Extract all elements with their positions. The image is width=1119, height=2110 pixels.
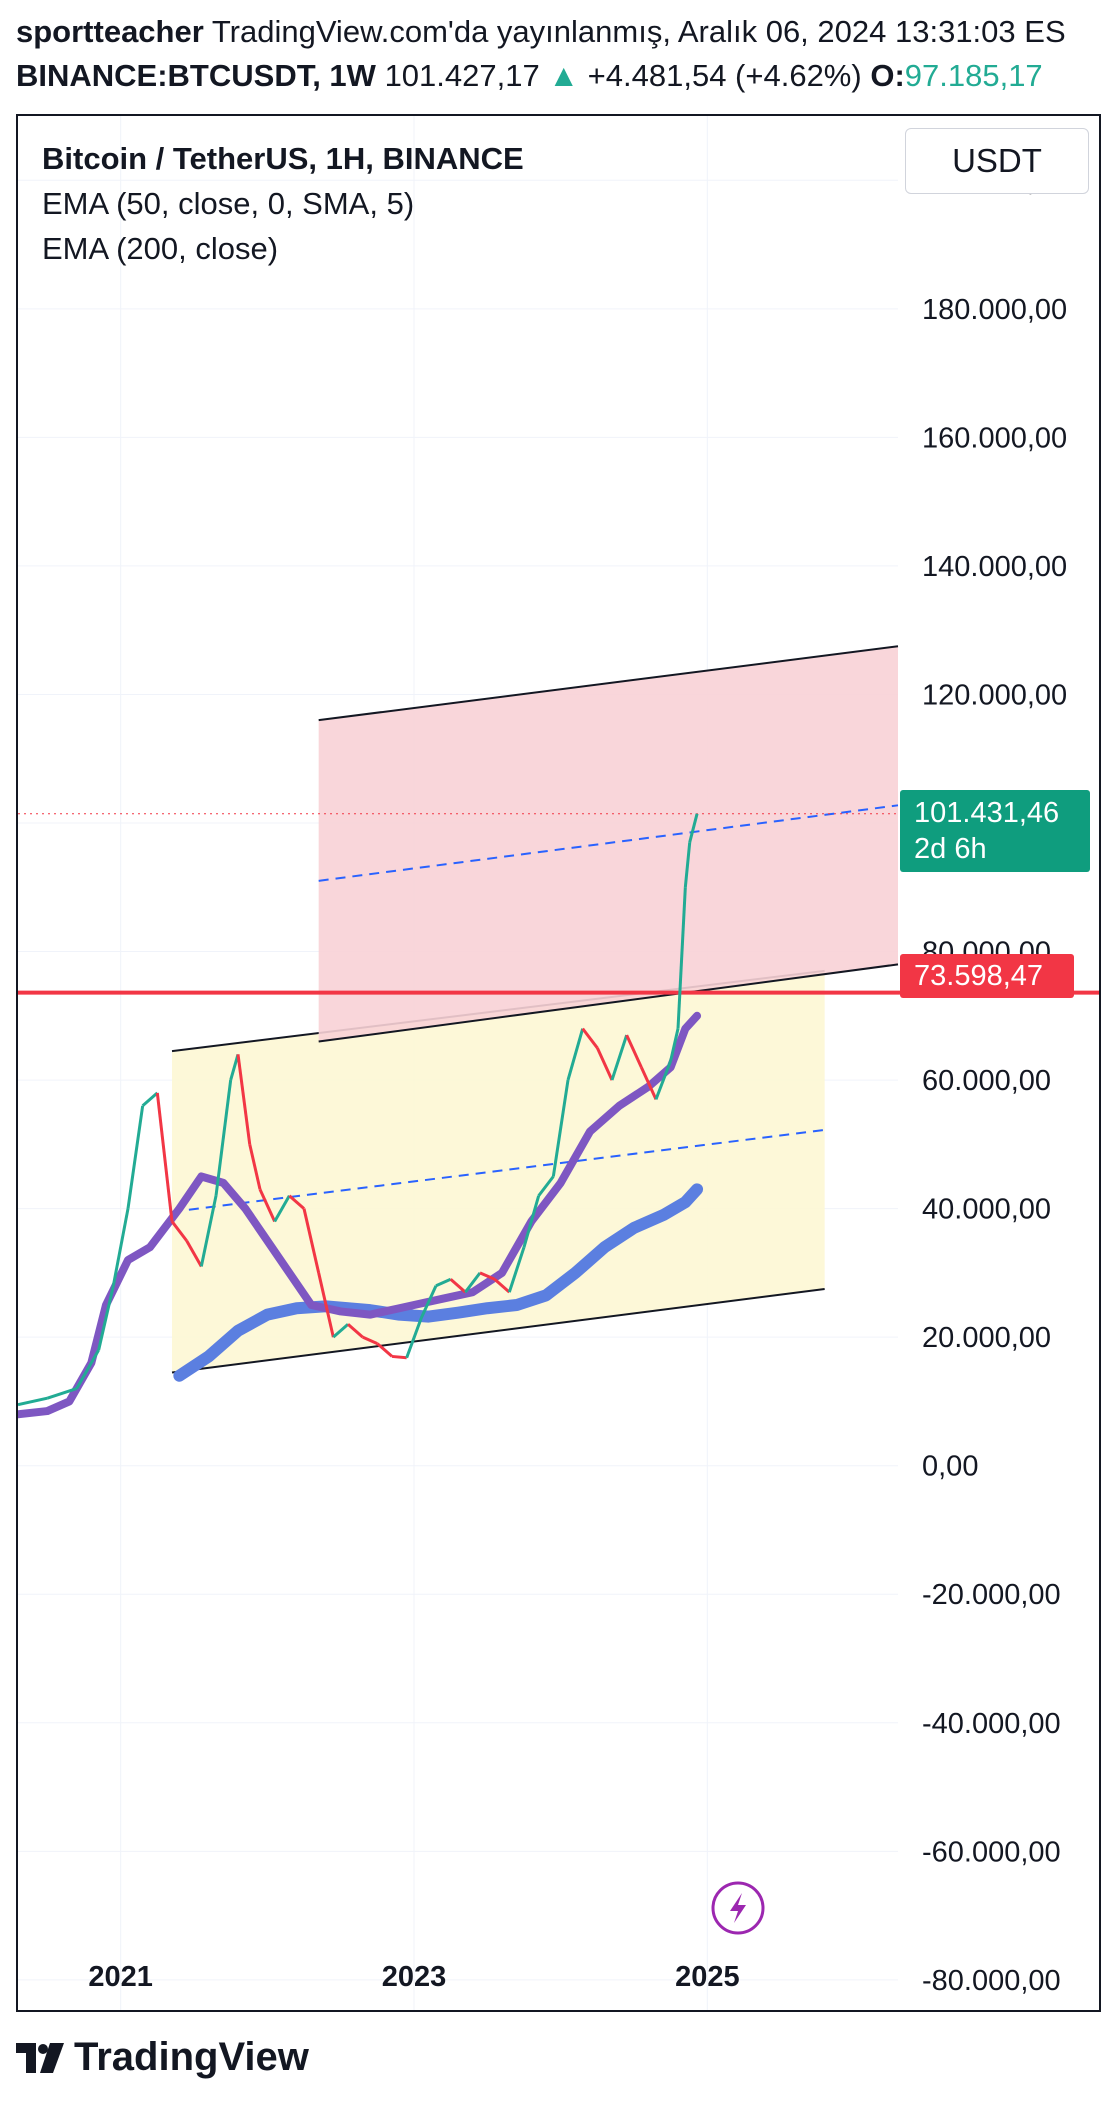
chart-panel[interactable]: 200.000,00180.000,00160.000,00140.000,00… <box>16 114 1101 2012</box>
price-segment <box>537 1175 555 1197</box>
price-segment <box>654 1060 673 1100</box>
price-segment <box>435 1277 452 1288</box>
legend-ema50[interactable]: EMA (50, close, 0, SMA, 5) <box>42 186 415 221</box>
last-price-tag-value: 101.431,46 <box>914 797 1060 829</box>
price-segment <box>376 1342 393 1358</box>
y-tick-label: -40.000,00 <box>922 1708 1061 1740</box>
legend-title[interactable]: Bitcoin / TetherUS, 1H, BINANCE <box>42 141 524 176</box>
y-tick-label: -60.000,00 <box>922 1836 1061 1868</box>
legend-ema200[interactable]: EMA (200, close) <box>42 231 279 266</box>
price-segment <box>214 1079 233 1196</box>
price-segment <box>126 1105 145 1209</box>
price-segment <box>464 1271 482 1294</box>
price-segment <box>581 1027 599 1049</box>
last-price-tag: 101.431,46 2d 6h <box>900 790 1090 872</box>
price-segment <box>46 1387 78 1400</box>
upper-channel-midline <box>318 804 899 882</box>
price-change: +4.481,54 (+4.62%) <box>587 58 862 93</box>
price-segment <box>362 1335 378 1345</box>
price-segment <box>155 1092 174 1222</box>
price-segment <box>97 1285 115 1351</box>
brand-name: TradingView <box>74 2035 309 2079</box>
price-segment <box>639 1066 658 1100</box>
lower-channel-bottom-line <box>171 1287 825 1374</box>
price-segment <box>522 1195 541 1248</box>
price-segment <box>449 1278 467 1294</box>
lower-channel-midline <box>171 1128 825 1213</box>
price-segment <box>683 842 692 888</box>
price-segment <box>170 1220 188 1242</box>
price-segment <box>551 1079 570 1177</box>
symbol-line: BINANCE:BTCUSDT, 1W 101.427,17 ▲ +4.481,… <box>16 56 1043 96</box>
y-tick-label: 20.000,00 <box>922 1322 1051 1354</box>
price-segment <box>405 1317 423 1359</box>
price-chart[interactable]: 200.000,00180.000,00160.000,00140.000,00… <box>18 116 1101 2012</box>
bar-countdown: 2d 6h <box>914 833 987 865</box>
y-tick-label: -80.000,00 <box>922 1965 1061 1997</box>
price-segment <box>229 1053 240 1081</box>
x-tick-label: 2021 <box>88 1961 153 1993</box>
price-segment <box>493 1278 511 1294</box>
price-segment <box>419 1285 438 1319</box>
price-segment <box>248 1144 262 1190</box>
price-segment <box>236 1054 252 1145</box>
lightning-icon <box>711 1881 765 1935</box>
price-segment <box>288 1194 305 1210</box>
publish-info: TradingView.com'da yayınlanmış, Aralık 0… <box>211 14 1066 49</box>
price-segment <box>111 1208 130 1287</box>
ema200-line <box>173 1183 704 1382</box>
last-price: 101.427,17 <box>384 58 540 93</box>
open-value: 97.185,17 <box>904 58 1043 93</box>
lightning-bolt <box>730 1893 746 1923</box>
price-segment <box>595 1047 614 1081</box>
price-segment <box>566 1028 585 1081</box>
price-segment <box>391 1354 407 1360</box>
price-segment <box>676 887 687 1029</box>
chart-legend: Bitcoin / TetherUS, 1H, BINANCE EMA (50,… <box>42 136 524 271</box>
price-segment <box>669 1028 680 1062</box>
author-name[interactable]: sportteacher <box>16 14 204 49</box>
price-segment <box>302 1208 321 1274</box>
price-segment <box>141 1091 159 1107</box>
upper-channel-top-line <box>318 645 899 722</box>
price-segment <box>185 1240 203 1268</box>
open-label: O: <box>870 58 905 93</box>
currency-unit-button[interactable]: USDT <box>905 128 1089 194</box>
tradingview-logo[interactable]: TradingView <box>16 2035 309 2080</box>
price-segment <box>199 1195 218 1267</box>
price-segment <box>507 1246 526 1293</box>
price-segment <box>332 1323 349 1339</box>
upper-channel-bottom-line <box>318 963 899 1043</box>
y-tick-label: 0,00 <box>922 1451 978 1483</box>
symbol-name[interactable]: BINANCE:BTCUSDT, 1W <box>16 58 376 93</box>
y-tick-label: 60.000,00 <box>922 1065 1051 1097</box>
y-tick-label: -20.000,00 <box>922 1579 1061 1611</box>
y-tick-label: 120.000,00 <box>922 679 1067 711</box>
y-tick-label: 140.000,00 <box>922 551 1067 583</box>
price-segment <box>479 1271 496 1281</box>
price-segment <box>18 1396 48 1407</box>
change-arrow-icon: ▲ <box>548 58 580 93</box>
y-tick-label: 180.000,00 <box>922 294 1067 326</box>
price-axis-background <box>898 116 1099 2010</box>
tradingview-logo-icon <box>16 2042 64 2073</box>
price-segment <box>75 1349 100 1390</box>
price-segment <box>625 1034 643 1068</box>
x-tick-label: 2025 <box>675 1961 740 1993</box>
y-tick-label: 160.000,00 <box>922 422 1067 454</box>
publisher-line: sportteacher TradingView.com'da yayınlan… <box>16 12 1066 52</box>
x-tick-label: 2023 <box>382 1961 447 1993</box>
price-segment <box>273 1195 291 1223</box>
y-tick-label: 40.000,00 <box>922 1194 1051 1226</box>
price-segment <box>610 1034 629 1081</box>
ema50-line <box>18 1011 702 1419</box>
price-segment <box>347 1323 364 1339</box>
level-price-tag: 73.598,47 <box>900 954 1074 998</box>
price-segment <box>688 813 699 843</box>
price-segment <box>317 1272 335 1338</box>
price-segment <box>258 1188 277 1223</box>
